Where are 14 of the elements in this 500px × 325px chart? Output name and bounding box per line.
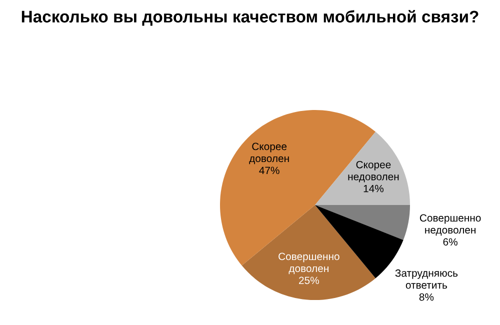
data-label: 47% [259, 166, 280, 174]
pie-slice [242, 205, 376, 300]
slice-label: Совершенно доволен [278, 252, 340, 274]
slice-label: Скорее доволен [249, 142, 289, 164]
pie-slice [315, 132, 410, 205]
slice-label: Скорее недоволен [348, 160, 399, 182]
data-label: 8% [419, 293, 434, 301]
data-label: 25% [299, 276, 319, 284]
data-label: 14% [364, 184, 384, 192]
pie-slice [315, 205, 410, 240]
slice-label: Затрудняюсь ответить [395, 269, 458, 289]
chart-title: Насколько вы довольны качеством мобильной связи? [22, 10, 478, 26]
data-label: 6% [443, 238, 458, 246]
slice-label: Совершенно недоволен [420, 214, 481, 236]
